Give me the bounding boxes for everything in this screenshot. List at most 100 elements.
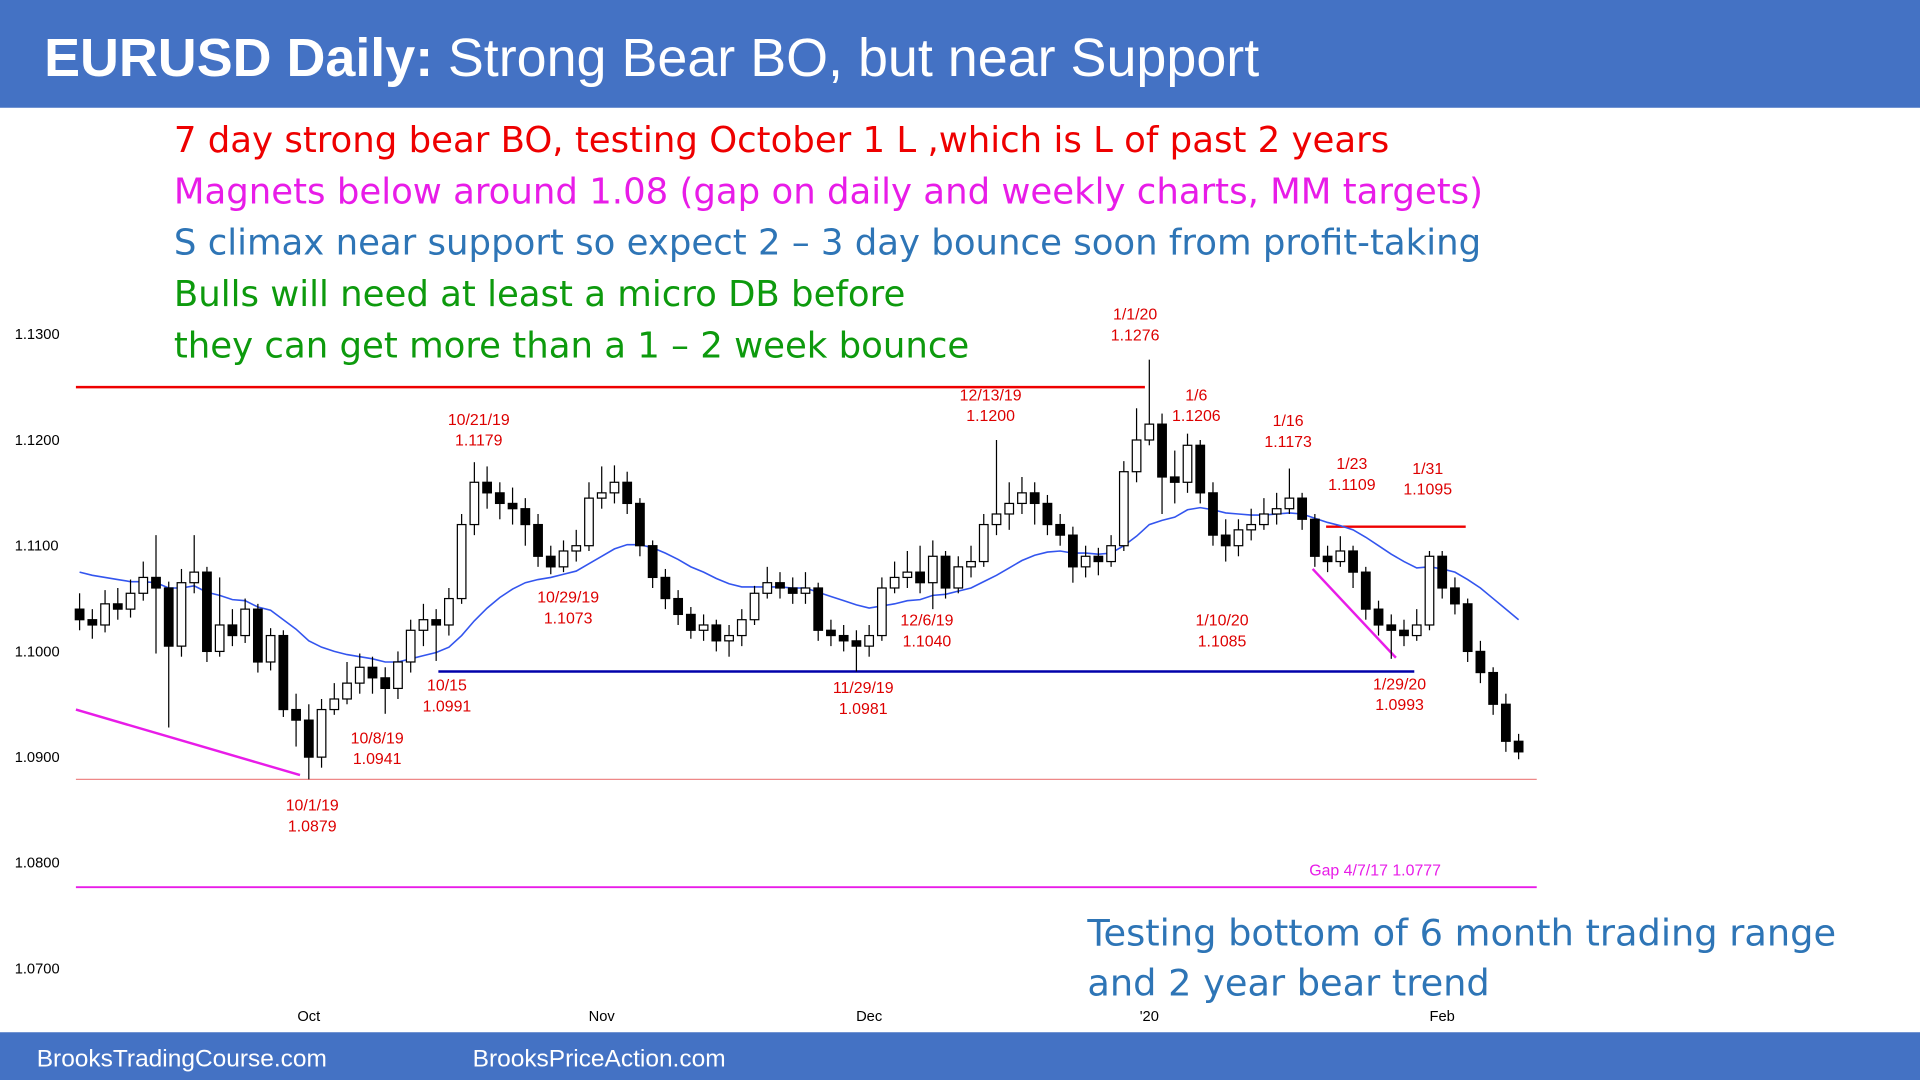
y-tick-label: 1.1100 <box>15 539 59 555</box>
candle-body <box>1335 550 1346 563</box>
candle-body <box>1309 518 1320 557</box>
annotation-price: 1.1179 <box>455 433 503 450</box>
candle-body <box>978 523 989 563</box>
candle-body <box>966 560 976 568</box>
candle-body <box>431 619 442 626</box>
candle-body <box>1220 534 1231 547</box>
candle-body <box>1042 502 1053 526</box>
candle-body <box>227 624 238 637</box>
candle-body <box>915 571 925 584</box>
candle-body <box>1068 534 1078 568</box>
candle-body <box>1500 703 1511 742</box>
candle-body <box>1106 545 1117 563</box>
candle-body <box>1513 740 1524 753</box>
candle-body <box>533 523 543 557</box>
y-tick-label: 1.1300 <box>15 327 60 343</box>
candle-body <box>393 661 403 690</box>
annotation-price: 1.0981 <box>839 701 888 718</box>
candle-body <box>1259 513 1269 526</box>
candle-body <box>1488 671 1499 705</box>
candle-body <box>418 619 429 631</box>
candle-body <box>940 555 951 589</box>
notes: 7 day strong bear BO, testing October 1 … <box>174 120 1836 1005</box>
candle-body <box>1017 492 1027 505</box>
ema-line <box>79 506 1520 663</box>
candle-body <box>1055 523 1066 536</box>
candle-body <box>405 629 416 663</box>
candle-body <box>151 576 161 589</box>
title-bold: EURUSD Daily: <box>44 28 433 88</box>
note: Bulls will need at least a micro DB befo… <box>174 274 905 315</box>
candle-body <box>1208 492 1218 536</box>
candle-body <box>1284 497 1295 510</box>
candle-body <box>1182 444 1193 483</box>
x-tick-label: '20 <box>1140 1009 1159 1025</box>
candle-body <box>1169 476 1180 483</box>
annotation-price: 1.1073 <box>544 610 593 627</box>
candle-body <box>545 555 556 568</box>
annotation-price: 1.0879 <box>288 818 337 835</box>
candle-body <box>163 587 174 647</box>
title-rest: Strong Bear BO, but near Support <box>448 28 1259 88</box>
annotation-date: 11/29/19 <box>833 680 894 697</box>
candle-body <box>342 682 352 700</box>
candle-body <box>100 603 110 626</box>
annotation-date: 1/1/20 <box>1113 307 1157 324</box>
annotation-price: 1.1276 <box>1111 327 1160 344</box>
candle-body <box>647 545 658 579</box>
candle-body <box>1297 497 1308 520</box>
annotation-price: 1.0991 <box>423 698 472 715</box>
x-tick-label: Nov <box>589 1009 616 1025</box>
candle-body <box>800 587 811 594</box>
candle-body <box>1360 571 1371 610</box>
candle-body <box>74 608 85 621</box>
candle-body <box>456 523 467 600</box>
candle-body <box>927 555 938 584</box>
annotation-date: 1/10/20 <box>1196 613 1249 630</box>
candle-body <box>736 619 747 637</box>
candle-body <box>851 640 862 647</box>
chart: 1.1300 1.1200 1.1100 1.1000 1.0900 1.0800 1.07… <box>15 307 1537 1025</box>
annotation-price: 1.1095 <box>1403 482 1452 499</box>
candle-body <box>558 550 569 568</box>
candle-body <box>635 502 645 547</box>
candle-body <box>1118 471 1129 547</box>
candle-body <box>520 508 531 526</box>
annotation-price: 1.1200 <box>966 408 1015 425</box>
annotation-date: 12/6/19 <box>900 613 953 630</box>
conclusion: and 2 year bear trend <box>1087 962 1489 1005</box>
candle-body <box>711 624 722 642</box>
candle-body <box>329 698 340 711</box>
annotation-price: 1.1173 <box>1264 434 1312 451</box>
candle-body <box>596 492 607 499</box>
candle-body <box>838 634 849 642</box>
candle-body <box>240 608 251 637</box>
candle-body <box>584 497 594 547</box>
candle-body <box>685 613 696 631</box>
candle-body <box>864 634 875 647</box>
annotation-date: 12/13/19 <box>960 387 1022 404</box>
candle-body <box>138 576 149 594</box>
candle-body <box>316 708 327 758</box>
candle-body <box>1437 555 1448 589</box>
candle-body <box>1399 629 1409 637</box>
note: Magnets below around 1.08 (gap on daily … <box>174 171 1483 212</box>
annotation-date: 1/23 <box>1336 456 1367 473</box>
candle-body <box>826 629 836 637</box>
note: 7 day strong bear BO, testing October 1 … <box>174 120 1389 161</box>
x-tick-label: Feb <box>1430 1009 1455 1025</box>
candle-body <box>1386 624 1397 631</box>
candle-body <box>291 708 301 721</box>
candle-body <box>698 624 709 631</box>
candle-body <box>482 481 492 494</box>
candle-body <box>953 566 964 589</box>
y-tick-label: 1.1200 <box>15 433 60 449</box>
annotation-date: 1/16 <box>1273 413 1304 430</box>
candle-body <box>1424 555 1435 626</box>
candle-body <box>660 576 671 600</box>
footer-left: BrooksTradingCourse.com <box>37 1046 327 1073</box>
annotation-date: 10/15 <box>427 678 467 695</box>
candle-body <box>278 634 289 711</box>
annotation-date: 10/8/19 <box>351 730 404 747</box>
